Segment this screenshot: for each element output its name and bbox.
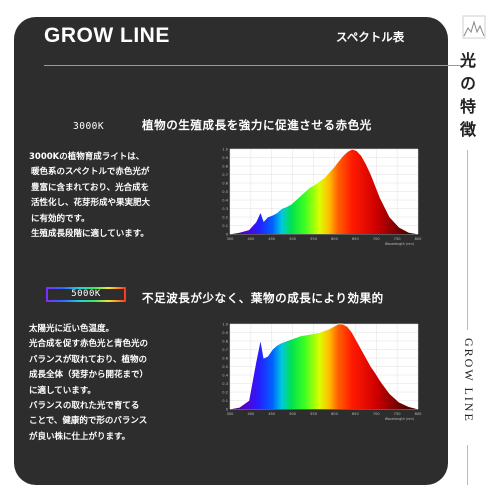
description-line: ことで、健康的で形のバランス <box>29 416 148 427</box>
y-tick-label: 0.3 <box>222 382 228 386</box>
x-tick-label: 750 <box>394 237 402 241</box>
y-tick-label: 0.1 <box>222 224 228 228</box>
description-line: 暖色系のスペクトルで赤色光が <box>31 167 150 178</box>
side-divider-top <box>467 150 468 330</box>
x-tick-label: 700 <box>373 412 381 416</box>
y-tick-label: 0.7 <box>222 173 228 177</box>
description-line: 太陽光に近い色温度。 <box>29 324 115 334</box>
x-tick-label: 450 <box>268 412 276 416</box>
y-tick-label: 0.5 <box>222 365 228 369</box>
x-tick-label: 550 <box>310 237 318 241</box>
spectrum-line <box>229 148 419 235</box>
x-tick-label: 500 <box>289 237 297 241</box>
y-tick-label: 0.6 <box>222 357 228 361</box>
y-tick-label: 0 <box>226 233 229 237</box>
x-axis-label: Wavelength (nm) <box>385 417 415 421</box>
brand-logo-icon <box>462 15 486 39</box>
x-tick-label: 650 <box>352 237 360 241</box>
description-line: 活性化し、花芽形成や果実肥大 <box>31 198 151 209</box>
y-tick-label: 0.8 <box>222 340 228 344</box>
x-tick-label: 600 <box>331 412 339 416</box>
x-tick-label: 400 <box>247 237 255 241</box>
page-subtitle: スペクトル表 <box>336 30 405 44</box>
section1-description: 3000Kの植物育成ライトは、 暖色系のスペクトルで赤色光が 豊富に含まれており… <box>29 150 150 242</box>
description-line: 生殖成長段階に適しています。 <box>31 229 149 240</box>
y-tick-label: 0.1 <box>222 399 228 403</box>
x-tick-label: 300 <box>227 237 235 241</box>
side-brand: GROW LINE <box>462 338 476 423</box>
section1-headline: 植物の生殖成長を強力に促進させる赤色光 <box>142 118 372 132</box>
temperature-badge-5000k: 5000K <box>46 287 126 302</box>
y-tick-label: 0.6 <box>222 182 228 186</box>
y-tick-label: 0.5 <box>222 190 228 194</box>
x-tick-label: 800 <box>415 412 422 416</box>
y-tick-label: 0.8 <box>222 165 228 169</box>
y-tick-label: 1.0 <box>222 323 228 327</box>
description-line: 3000Kの植物育成ライトは、 <box>29 152 145 162</box>
description-line: が良い株に仕上がります。 <box>29 431 131 442</box>
section2-description: 太陽光に近い色温度。 光合成を促す赤色光と青色光の バランスが取れており、植物の… <box>29 322 148 445</box>
y-tick-label: 0.9 <box>222 156 228 160</box>
description-line: バランスの取れた光で育てる <box>29 401 140 412</box>
description-line: バランスが取れており、植物の <box>29 354 147 365</box>
x-tick-label: 300 <box>227 412 235 416</box>
page-title: GROW LINE <box>44 24 170 47</box>
temperature-label-5000k: 5000K <box>48 289 124 300</box>
x-tick-label: 650 <box>352 412 360 416</box>
description-line: 豊富に含まれており、光合成を <box>31 182 150 193</box>
temperature-label-3000k: 3000K <box>73 121 105 132</box>
y-tick-label: 0.2 <box>222 216 228 220</box>
x-tick-label: 700 <box>373 237 381 241</box>
description-line: 成長全体（発芽から開花まで） <box>29 370 149 381</box>
description-line: に有効的です。 <box>31 213 90 224</box>
x-tick-label: 400 <box>247 412 255 416</box>
side-divider-bottom <box>467 445 468 485</box>
side-heading: 光の特徴 <box>457 52 476 144</box>
x-axis-label: Wavelength (nm) <box>385 242 415 246</box>
spectrum-line <box>229 323 419 410</box>
x-tick-label: 600 <box>331 237 339 241</box>
title-divider <box>44 65 474 66</box>
x-tick-label: 750 <box>394 412 402 416</box>
y-tick-label: 0.3 <box>222 207 228 211</box>
section2-headline: 不足波長が少なく、葉物の成長により効果的 <box>142 291 384 305</box>
y-tick-label: 1.0 <box>222 148 228 152</box>
description-line: 光合成を促す赤色光と青色光の <box>29 339 149 350</box>
y-tick-label: 0.7 <box>222 348 228 352</box>
y-tick-label: 0.2 <box>222 391 228 395</box>
x-tick-label: 550 <box>310 412 318 416</box>
x-tick-label: 500 <box>289 412 297 416</box>
y-tick-label: 0 <box>226 408 229 412</box>
x-tick-label: 450 <box>268 237 276 241</box>
y-tick-label: 0.4 <box>222 199 228 203</box>
spectrum-chart-5000k: 0 0.1 0.2 0.3 0.4 0.5 0.6 0.7 0.8 0.9 1.0 300 400 450… <box>222 323 422 422</box>
y-tick-label: 0.4 <box>222 374 228 378</box>
x-tick-label: 800 <box>415 237 422 241</box>
description-line: に適しています。 <box>29 385 96 396</box>
spectrum-chart-3000k: 0 0.1 0.2 0.3 0.4 0.5 0.6 0.7 0.8 0.9 1.0 300 400 450… <box>222 148 422 247</box>
y-tick-label: 0.9 <box>222 331 228 335</box>
